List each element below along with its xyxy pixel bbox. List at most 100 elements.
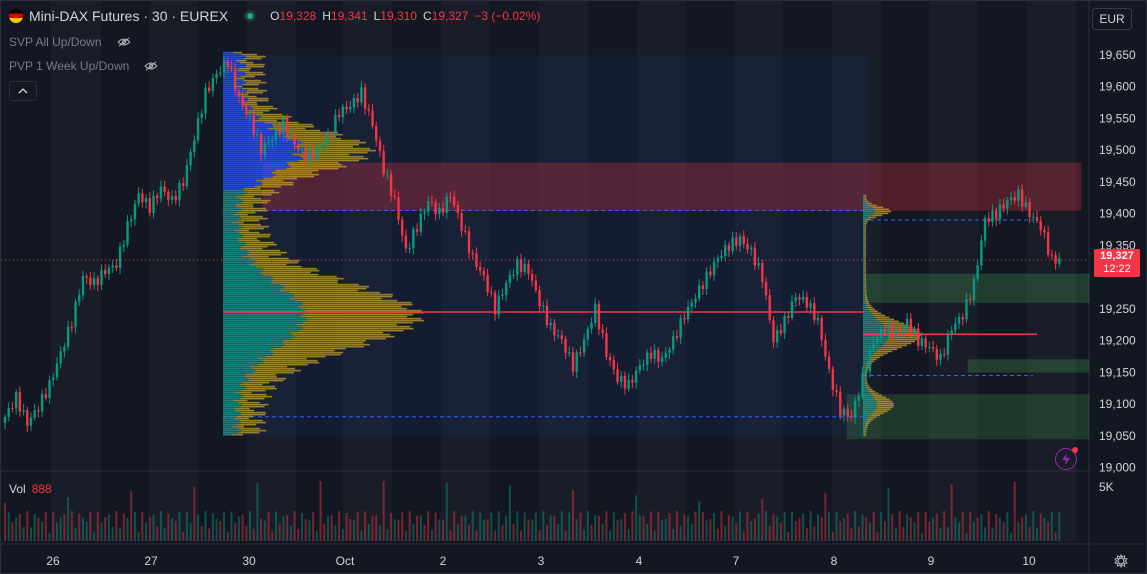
profile-bar-up [223,299,297,302]
volume-bar [319,481,322,541]
volume-bar [445,482,448,541]
candle-body [263,143,267,155]
profile-bar-down [233,213,248,216]
session-shade [149,1,198,541]
profile-bar-up [223,195,236,198]
profile-bar-up [863,314,873,317]
profile-bar-down [240,405,265,408]
volume-bar [987,511,990,541]
profile-bar-down [298,305,402,308]
profile-bar-down [245,63,265,66]
profile-bar-up [223,403,243,406]
profile-bar-down [866,420,872,423]
candle-body [1024,202,1028,207]
profile-bar-up [223,289,280,292]
lightning-icon[interactable] [1055,447,1078,470]
profile-bar-down [283,287,367,290]
volume-bar [909,517,912,541]
profile-bar-up [863,208,875,211]
market-status-icon[interactable] [244,10,257,22]
collapse-legend-button[interactable] [9,81,37,101]
profile-bar-up [863,286,865,289]
volume-bar [809,511,812,541]
candle-body [189,151,192,166]
profile-bar-down [242,225,269,228]
volume-bar [850,528,853,541]
candle-body [319,146,322,148]
candle-body [278,129,281,135]
candle-body [219,72,222,74]
profile-bar-up [863,254,865,257]
candle-body [920,338,924,347]
profile-bar-up [863,262,865,265]
gear-icon[interactable] [1114,554,1128,568]
eye-hidden-icon[interactable] [143,61,159,71]
volume-bar [868,522,871,541]
profile-bar-down [241,245,268,248]
profile-bar-down [864,376,867,379]
candle-body [898,330,901,333]
candle-body [107,267,111,275]
time-tick: 30 [242,554,256,568]
indicator-svp[interactable]: SVP All Up/Down [9,35,132,49]
profile-bar-down [256,179,284,182]
volume-bar [575,519,578,541]
candle-body [883,329,887,333]
profile-bar-up [863,266,865,269]
profile-bar-up [863,412,873,415]
profile-bar-up [223,335,295,338]
candle-body [620,375,623,382]
supply-zone [262,162,1082,211]
profile-bar-down [263,269,320,272]
candle-body [449,196,452,198]
indicator-pvp[interactable]: PVP 1 Week Up/Down [9,59,159,73]
eye-hidden-icon[interactable] [116,37,132,47]
candle-body [1054,254,1057,264]
candle-body [582,339,586,353]
candle-body [1035,216,1039,221]
volume-bar [494,530,497,541]
profile-bar-up [223,179,257,182]
candle-body [931,346,935,349]
profile-bar-up [863,332,889,335]
candle-body [731,237,734,251]
profile-bar-up [223,371,253,374]
candle-body [486,274,489,293]
profile-bar-up [223,187,244,190]
profile-bar-up [863,390,869,393]
volume-bar [107,514,110,541]
profile-bar-down [864,252,866,255]
profile-bar-down [875,408,891,411]
candle-body [478,266,482,271]
symbol-legend: Mini-DAX Futures · 30 · EUREX O19,328 H1… [9,8,540,24]
currency-button[interactable]: EUR [1092,8,1132,30]
profile-bar-down [240,413,266,416]
session-shade [734,1,783,541]
profile-bar-up [863,408,876,411]
symbol-title[interactable]: Mini-DAX Futures · 30 · EUREX [29,8,229,24]
profile-bar-down [266,355,326,358]
profile-bar-down [286,161,339,164]
volume-bar [917,511,920,541]
candle-body [126,221,129,245]
profile-bar-down [864,228,867,231]
profile-bar-down [880,346,903,349]
profile-bar-up [223,157,303,160]
candle-body [853,400,857,418]
profile-bar-down [231,221,244,224]
candle-body [237,91,241,97]
profile-bar-down [865,302,870,305]
candle-body [115,265,118,269]
profile-bar-up [223,291,289,294]
profile-bar-down [284,135,336,138]
volume-bar [932,517,935,541]
profile-bar-down [262,267,317,270]
profile-bar-down [876,318,895,321]
profile-bar-down [249,377,287,380]
profile-bar-down [237,237,258,240]
profile-bar-up [863,418,868,421]
candle-body [445,196,448,213]
profile-bar-up [223,215,240,218]
candle-body [178,182,181,201]
